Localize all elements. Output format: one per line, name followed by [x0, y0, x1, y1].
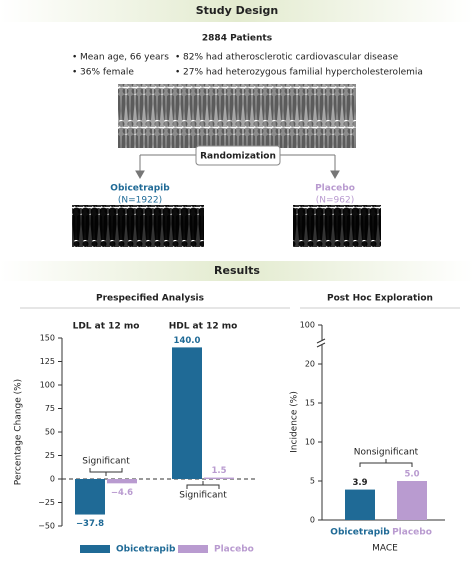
annotation: Significant [179, 491, 227, 501]
axis-break [316, 342, 326, 348]
bar [345, 489, 375, 520]
bar [75, 479, 105, 515]
bullet: • [72, 53, 77, 63]
bar [107, 479, 137, 484]
y-tick-label: 50 [45, 428, 55, 437]
category-label: Placebo [392, 528, 432, 538]
value-label: 5.0 [404, 470, 419, 480]
legend-label: Obicetrapib [116, 545, 176, 555]
value-label: −4.6 [111, 488, 133, 498]
bullet-text: 36% female [80, 68, 134, 78]
patients: 2884 Patients [202, 34, 272, 44]
arm-name: Obicetrapib [110, 184, 170, 194]
crowd [72, 205, 204, 247]
y-tick-label: 20 [305, 360, 315, 369]
bullet-text: 27% had heterozygous familial hyperchole… [183, 68, 423, 78]
crowd-layer [72, 205, 204, 247]
value-label: 1.5 [211, 466, 226, 476]
randomization: Randomization [200, 152, 276, 162]
crowd [293, 205, 381, 247]
arm-n: (N=962) [316, 196, 354, 206]
legend-label: Placebo [214, 545, 254, 555]
y-tick-label: 15 [305, 399, 315, 408]
y-axis-label: Percentage Change (%) [14, 379, 24, 485]
x-axis-label: MACE [372, 544, 398, 554]
y-tick-label: 10 [305, 438, 315, 447]
y-tick-label: 0 [310, 516, 315, 525]
legend-swatch [80, 545, 110, 553]
bracket [89, 468, 123, 473]
y-axis-label: Incidence (%) [290, 391, 300, 453]
y-tick-label: −50 [38, 522, 55, 531]
arm-name: Placebo [315, 184, 355, 194]
legend-swatch [178, 545, 208, 553]
y-tick-label: 75 [45, 404, 55, 413]
bracket [359, 462, 413, 467]
bar [397, 481, 427, 520]
category-label: HDL at 12 mo [169, 322, 238, 332]
axis-break-gap [318, 341, 326, 345]
y-tick-label: 5 [310, 477, 315, 486]
y-tick-label: 100 [300, 321, 315, 330]
header-band [0, 0, 474, 22]
section-title: Study Design [196, 4, 279, 17]
crowd-layer [293, 205, 381, 247]
bullet-text: 82% had atherosclerotic cardiovascular d… [183, 53, 399, 63]
bar [204, 477, 234, 479]
category-label: LDL at 12 mo [73, 322, 140, 332]
chart-title: Post Hoc Exploration [327, 294, 433, 304]
bullet: • [175, 68, 180, 78]
y-tick-label: −25 [38, 498, 55, 507]
y-tick-label: 125 [40, 357, 55, 366]
bullet-text: Mean age, 66 years [80, 53, 169, 63]
y-tick-label: 25 [45, 451, 55, 460]
bracket [186, 484, 220, 489]
bullet: • [175, 53, 180, 63]
value-label: 140.0 [174, 336, 201, 346]
crowd-gray [118, 84, 356, 148]
section-title: Results [214, 264, 260, 277]
category-label: Obicetrapib [330, 528, 390, 538]
bullet: • [72, 68, 77, 78]
bar [172, 347, 202, 479]
y-tick-label: 100 [40, 381, 55, 390]
value-label: −37.8 [76, 519, 104, 529]
value-label: 3.9 [352, 478, 367, 488]
randomization-box [195, 145, 281, 166]
header-band [0, 261, 474, 281]
annotation: Nonsignificant [354, 448, 419, 458]
chart-title: Prespecified Analysis [96, 294, 204, 304]
annotation: Significant [82, 457, 130, 467]
bullets: • Mean age, 66 years • 36% female • 82% had… [72, 53, 423, 78]
arm-n: (N=1922) [118, 196, 162, 206]
axis-break [316, 338, 326, 344]
y-tick-label: 150 [40, 334, 55, 343]
y-tick-label: 0 [50, 475, 55, 484]
